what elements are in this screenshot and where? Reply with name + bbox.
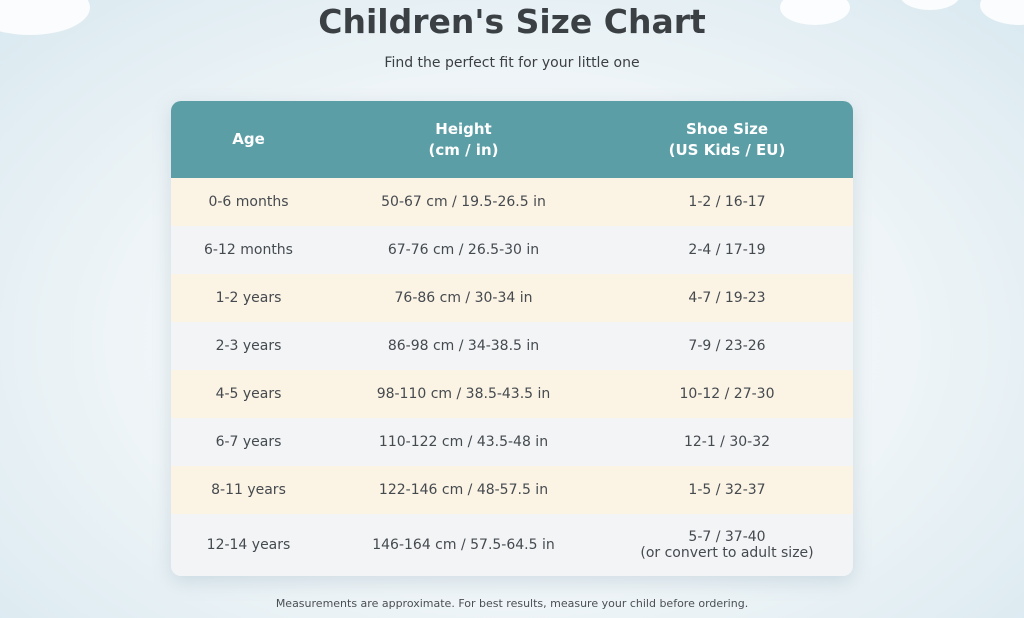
- cell-text: 146-164 cm / 57.5-64.5 in: [372, 537, 555, 553]
- table-cell: 4-7 / 19-23: [601, 290, 853, 306]
- table-row: 2-3 years 86-98 cm / 34-38.5 in 7-9 / 23-2…: [171, 322, 853, 370]
- header-label: Shoe Size: [685, 119, 769, 138]
- table-cell: 12-1 / 30-32: [601, 434, 853, 450]
- subtitle: Find the perfect fit for your little one: [384, 55, 640, 71]
- cell-text: 4-5 years: [215, 386, 282, 402]
- cell-text: 2-4 / 17-19: [688, 242, 766, 258]
- table-cell: 122-146 cm / 48-57.5 in: [326, 482, 601, 498]
- table-row: 6-12 months 67-76 cm / 26.5-30 in 2-4 / 17…: [171, 226, 853, 274]
- header-label: Height: [435, 119, 492, 138]
- footer-note: Measurements are approximate. For best r…: [275, 597, 749, 610]
- table-cell: 6-12 months: [171, 242, 326, 258]
- table-row: 12-14 years 146-164 cm / 57.5-64.5 in 5-7 …: [171, 514, 853, 576]
- header-row: Age Height (cm / in) Shoe Size (US Kids / EU…: [171, 101, 853, 178]
- table-cell: 2-4 / 17-19: [601, 242, 853, 258]
- cell-text: 4-7 / 19-23: [688, 290, 766, 306]
- cell-text: 7-9 / 23-26: [688, 338, 766, 354]
- table-cell: 1-2 years: [171, 290, 326, 306]
- table-cell: 10-12 / 27-30: [601, 386, 853, 402]
- cell-text: 50-67 cm / 19.5-26.5 in: [381, 194, 546, 210]
- cell-text: 86-98 cm / 34-38.5 in: [387, 338, 540, 354]
- table-cell: 67-76 cm / 26.5-30 in: [326, 242, 601, 258]
- header-cell: Age: [171, 129, 326, 150]
- header-unit: (US Kids / EU): [668, 140, 786, 159]
- cell-note: (or convert to adult size): [640, 545, 814, 561]
- title: Children's Size Chart: [318, 2, 706, 41]
- size-table: Age Height (cm / in) Shoe Size (US Kids / EU…: [171, 101, 853, 576]
- cell-text: 6-12 months: [204, 242, 293, 258]
- table-cell: 12-14 years: [171, 537, 326, 553]
- header-unit: (cm / in): [428, 140, 499, 159]
- table-cell: 86-98 cm / 34-38.5 in: [326, 338, 601, 354]
- table-row: 1-2 years 76-86 cm / 30-34 in 4-7 / 19-23: [171, 274, 853, 322]
- table-row: 6-7 years 110-122 cm / 43.5-48 in 12-1 / 3…: [171, 418, 853, 466]
- table-row: 4-5 years 98-110 cm / 38.5-43.5 in 10-12 /…: [171, 370, 853, 418]
- cell-text: 1-2 years: [215, 290, 282, 306]
- table-cell: 76-86 cm / 30-34 in: [326, 290, 601, 306]
- table-cell: 50-67 cm / 19.5-26.5 in: [326, 194, 601, 210]
- cell-text: 0-6 months: [208, 194, 289, 210]
- cell-text: 1-5 / 32-37: [688, 482, 766, 498]
- cell-text: 76-86 cm / 30-34 in: [394, 290, 533, 306]
- cell-text: 2-3 years: [215, 338, 282, 354]
- cell-text: 12-14 years: [206, 537, 291, 553]
- cell-text: 6-7 years: [215, 434, 282, 450]
- cell-text: 122-146 cm / 48-57.5 in: [378, 482, 549, 498]
- table-cell: 1-5 / 32-37: [601, 482, 853, 498]
- table-row: 8-11 years 122-146 cm / 48-57.5 in 1-5 / 3…: [171, 466, 853, 514]
- header-cell: Shoe Size (US Kids / EU): [601, 119, 853, 161]
- table-cell: 1-2 / 16-17: [601, 194, 853, 210]
- cell-text: 5-7 / 37-40: [688, 529, 766, 545]
- cell-text: 8-11 years: [211, 482, 286, 498]
- table-cell: 0-6 months: [171, 194, 326, 210]
- table-row: 0-6 months 50-67 cm / 19.5-26.5 in 1-2 / 1…: [171, 178, 853, 226]
- cloud: [900, 0, 960, 10]
- table-cell: 146-164 cm / 57.5-64.5 in: [326, 537, 601, 553]
- header-label: Age: [232, 130, 265, 148]
- cell-text: 67-76 cm / 26.5-30 in: [387, 242, 540, 258]
- table-cell: 110-122 cm / 43.5-48 in: [326, 434, 601, 450]
- header-cell: Height (cm / in): [326, 119, 601, 161]
- table-cell: 5-7 / 37-40 (or convert to adult size): [601, 529, 853, 561]
- table-cell: 7-9 / 23-26: [601, 338, 853, 354]
- table-cell: 4-5 years: [171, 386, 326, 402]
- table-cell: 8-11 years: [171, 482, 326, 498]
- table-cell: 98-110 cm / 38.5-43.5 in: [326, 386, 601, 402]
- cell-text: 98-110 cm / 38.5-43.5 in: [376, 386, 551, 402]
- cell-text: 110-122 cm / 43.5-48 in: [378, 434, 549, 450]
- table-cell: 2-3 years: [171, 338, 326, 354]
- cell-text: 12-1 / 30-32: [683, 434, 771, 450]
- cell-text: 1-2 / 16-17: [688, 194, 766, 210]
- table-cell: 6-7 years: [171, 434, 326, 450]
- cell-text: 10-12 / 27-30: [679, 386, 775, 402]
